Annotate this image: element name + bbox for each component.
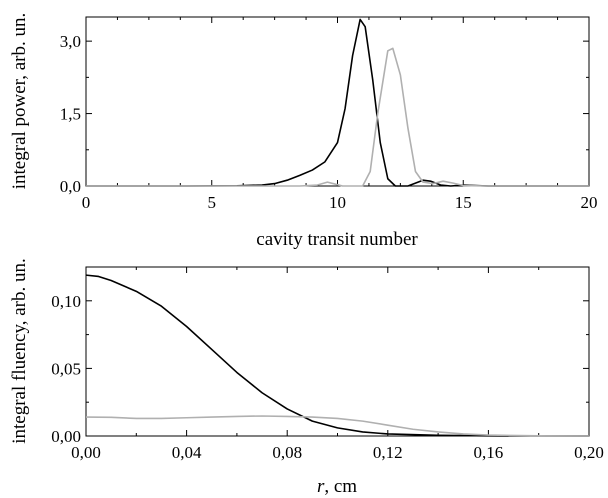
bottom-series-group [85,274,590,437]
bottom-y-axis-label: integral fluency, arb. un. [9,258,30,444]
bottom-x-tick-label: 0,12 [373,443,403,462]
top-y-tick-label: 3,0 [60,32,81,51]
bottom-plot-frame [85,266,590,437]
top-chart: 0 5 10 15 200,01,53,0 cavity transit number … [9,13,598,250]
top-x-tick-label: 5 [208,193,217,212]
bottom-y-tick-label: 0,05 [51,359,81,378]
top-axis-ticks: 0 5 10 15 20 0,0 1,5 3,0 [60,17,598,212]
top-y-tick-label: 1,5 [60,105,81,124]
top-x-tick-label: 0 [82,193,91,212]
bottom-y-tick-label: 0,00 [51,427,81,446]
top-series-group [86,18,589,187]
bottom-x-tick-label: 0,04 [172,443,202,462]
top-x-axis-label: cavity transit number [256,229,418,250]
top-y-tick-label: 0,0 [60,177,81,196]
bottom-series-line-2 [85,415,590,437]
bottom-chart: 0,00 0,04 0,08 0,12 0,16 0,20 0,00 0,05 0,10 r, … [9,258,604,497]
top-x-tick-label: 15 [455,193,472,212]
top-y-axis-label: integral power, arb. un. [9,13,30,190]
top-x-tick-label: 20 [581,193,598,212]
bottom-x-tick-label: 0,00 [71,443,101,462]
bottom-x-axis-label-var: r [317,476,325,497]
bottom-axis-ticks: 0,00 0,04 0,08 0,12 0,16 0,20 0,00 0,05 0,10 [51,266,604,462]
bottom-x-axis-label: r, cm [317,476,357,497]
top-plot-frame [85,16,590,187]
bottom-x-tick-label: 0,08 [272,443,302,462]
bottom-x-tick-label: 0,20 [574,443,604,462]
top-series-line-2 [86,47,589,187]
bottom-series-line-1 [85,274,590,437]
bottom-y-tick-label: 0,10 [51,292,81,311]
bottom-x-axis-label-unit: , cm [324,476,357,497]
bottom-x-tick-label: 0,16 [474,443,504,462]
top-series-line-1 [86,18,589,187]
top-x-tick-label: 10 [329,193,346,212]
